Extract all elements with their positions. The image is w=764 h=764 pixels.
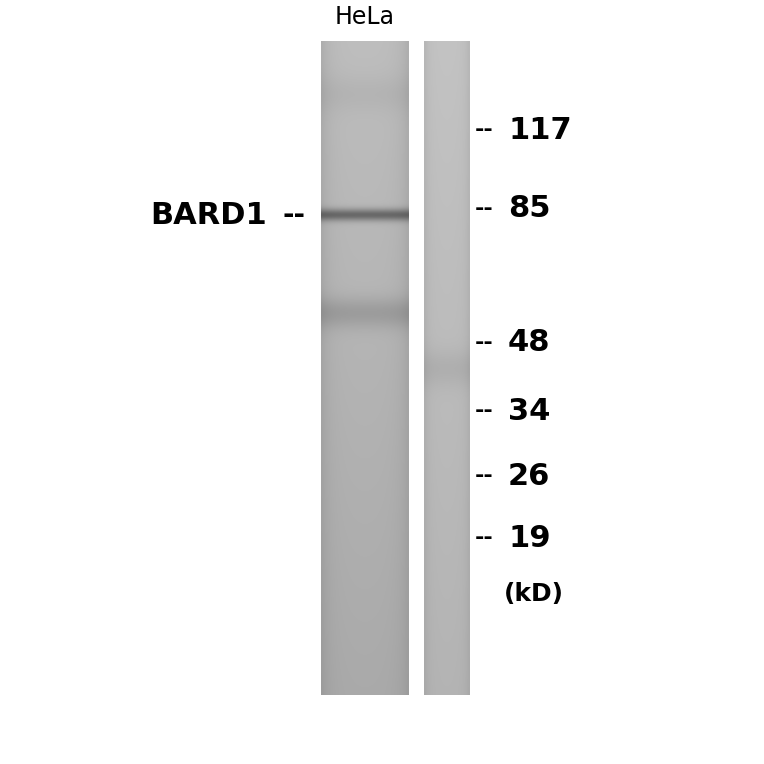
Text: --: -- — [283, 201, 306, 229]
Text: --: -- — [475, 199, 494, 219]
Text: --: -- — [475, 120, 494, 141]
Text: 26: 26 — [508, 462, 550, 491]
Text: --: -- — [475, 332, 494, 352]
Text: 85: 85 — [508, 194, 551, 223]
Text: (kD): (kD) — [504, 582, 565, 606]
Text: 48: 48 — [508, 328, 551, 357]
Text: --: -- — [475, 529, 494, 549]
Text: 19: 19 — [508, 524, 551, 553]
Text: BARD1: BARD1 — [151, 201, 267, 230]
Text: --: -- — [475, 466, 494, 487]
Text: HeLa: HeLa — [335, 5, 394, 29]
Text: 117: 117 — [508, 115, 571, 144]
Text: 34: 34 — [508, 397, 550, 426]
Text: --: -- — [475, 401, 494, 421]
